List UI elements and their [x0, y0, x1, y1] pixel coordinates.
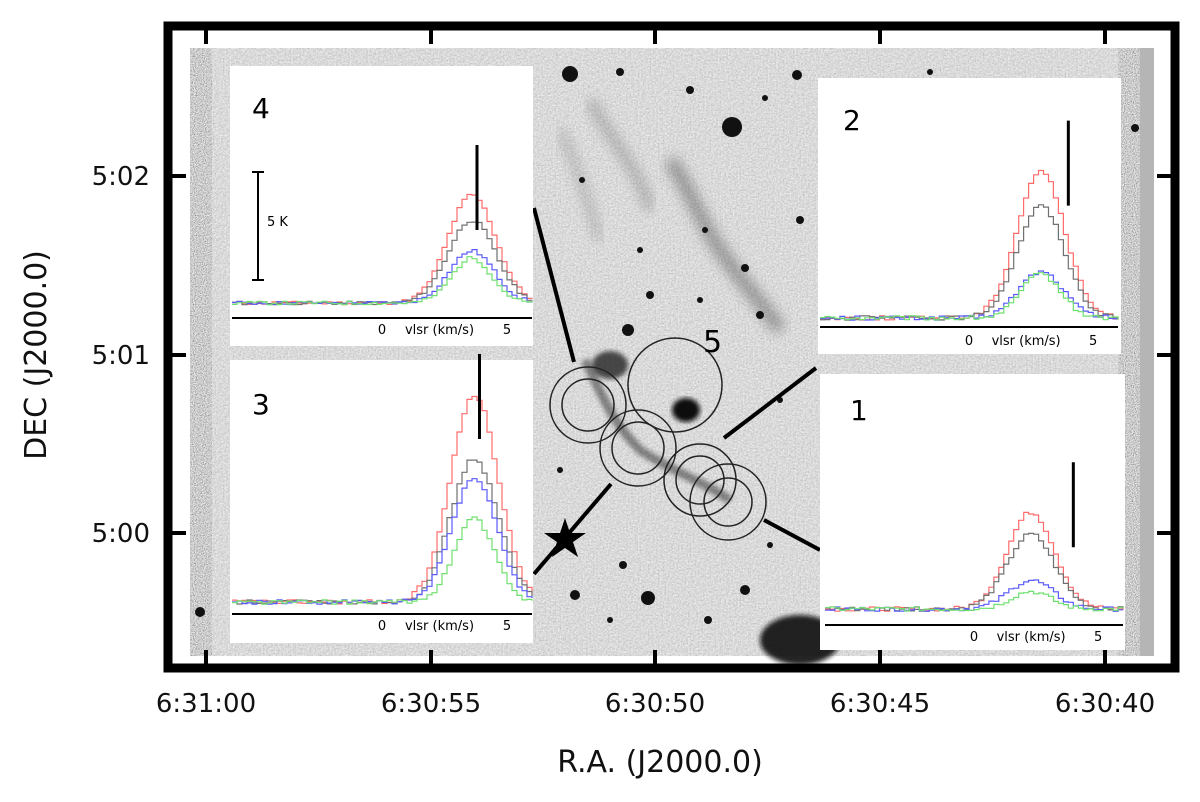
y-axis-label: DEC (J2000.0) [19, 250, 54, 460]
scale-bar [252, 171, 264, 281]
spectrum-line-green [232, 516, 533, 605]
inset-label: 3 [252, 388, 270, 421]
x-axis-label: R.A. (J2000.0) [557, 745, 763, 780]
region-label-5: 5 [703, 325, 722, 360]
scale-bar-label: 5 K [267, 215, 288, 230]
spectrum-tick-label: 5 [503, 619, 511, 634]
region-circle-4-inner [561, 378, 615, 432]
axis-tick-marks [172, 30, 1171, 664]
x-tick-labels: 6:31:00 6:30:55 6:30:50 6:30:45 6:30:40 [156, 689, 1155, 719]
y-tick-label: 5:01 [92, 341, 150, 371]
spectrum-tick-label: 0 [965, 334, 973, 349]
plot-frame [163, 21, 1180, 673]
x-tick-label: 6:30:45 [830, 689, 930, 719]
inset-label: 2 [843, 104, 861, 137]
region-circle-1-inner [703, 477, 753, 527]
region-circle-3-outer [599, 409, 677, 487]
y-tick-labels: 5:02 5:01 5:00 [92, 162, 150, 549]
connector-3 [532, 482, 613, 576]
spectrum-inset-4: 4 5 K 0 5 vlsr (km/s) [230, 66, 533, 346]
spectrum-axis-label: vlsr (km/s) [997, 630, 1066, 645]
region-circle-4-outer [549, 366, 627, 444]
spectrum-line-blue [825, 579, 1123, 612]
x-tick-label: 6:30:50 [605, 689, 705, 719]
y-tick-label: 5:00 [92, 519, 150, 549]
spectrum-axis-label: vlsr (km/s) [992, 334, 1061, 349]
region-circle-1-outer [689, 463, 767, 541]
spectrum-line-gray [820, 204, 1119, 321]
y-tick-label: 5:02 [92, 162, 150, 192]
spectrum-line-blue [232, 478, 533, 605]
connector-1 [763, 518, 821, 552]
spectrum-inset-1: 1 0 5 vlsr (km/s) [820, 374, 1125, 650]
region-circle-2-inner [675, 455, 725, 505]
inset-label: 1 [850, 394, 868, 427]
spectrum-tick-label: 5 [1094, 630, 1102, 645]
spectrum-inset-2: 2 0 5 vlsr (km/s) [818, 78, 1121, 354]
spectrum-tick-label: 0 [970, 630, 978, 645]
region-circle-3-inner [611, 421, 665, 475]
spectrum-axis-label: vlsr (km/s) [405, 323, 474, 338]
spectrum-axis-label: vlsr (km/s) [405, 619, 474, 634]
x-tick-label: 6:30:55 [381, 689, 481, 719]
region-circles [549, 337, 767, 541]
spectrum-inset-3: 3 0 5 vlsr (km/s) [230, 354, 533, 643]
connector-4 [532, 207, 576, 363]
spectrum-tick-label: 5 [1089, 334, 1097, 349]
spectrum-tick-label: 0 [378, 323, 386, 338]
inset-label: 4 [252, 92, 270, 125]
spectrum-line-green [820, 272, 1119, 321]
spectrum-tick-label: 5 [503, 323, 511, 338]
spectrum-line-green [825, 590, 1124, 612]
spectrum-line-green [232, 256, 533, 306]
connector-lines [532, 207, 821, 576]
spectrum-tick-label: 0 [378, 619, 386, 634]
x-tick-label: 6:31:00 [156, 689, 256, 719]
connector-2 [722, 366, 818, 440]
x-tick-label: 6:30:40 [1055, 689, 1155, 719]
region-circle-5 [627, 337, 723, 433]
